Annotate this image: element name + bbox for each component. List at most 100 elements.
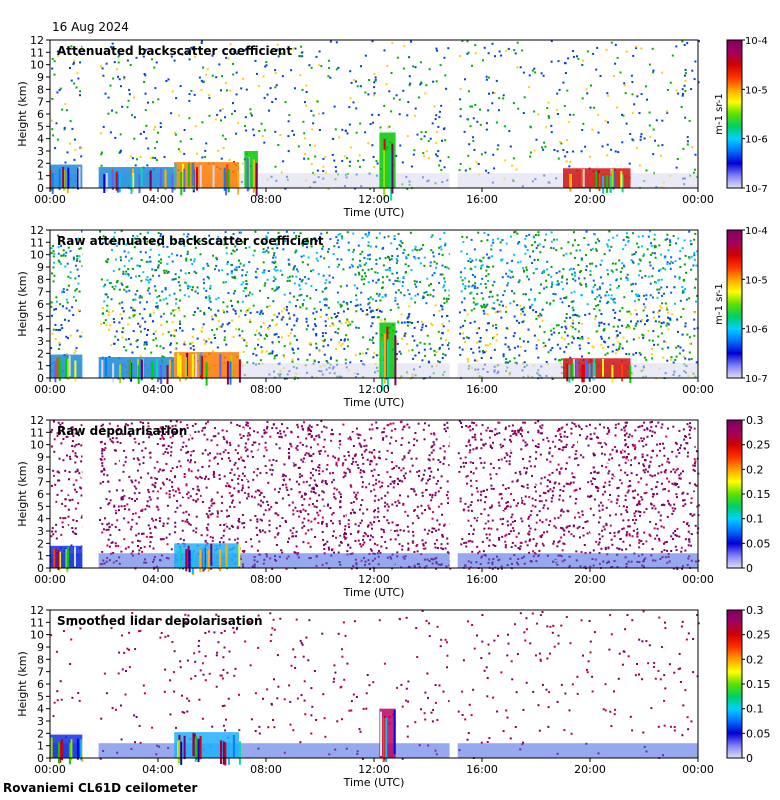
noise-pixel xyxy=(421,320,423,323)
noise-pixel xyxy=(240,231,243,234)
noise-pixel xyxy=(542,270,545,273)
noise-pixel xyxy=(315,289,318,291)
noise-pixel xyxy=(147,231,149,234)
noise-pixel xyxy=(600,296,602,299)
noise-pixel xyxy=(73,445,76,448)
noise-pixel xyxy=(203,237,206,240)
noise-pixel xyxy=(380,485,383,488)
x-tick-label: 00:00 xyxy=(682,193,714,206)
noise-pixel xyxy=(110,46,113,49)
noise-pixel xyxy=(632,338,635,341)
noise-pixel xyxy=(169,343,172,346)
noise-pixel xyxy=(485,286,488,289)
noise-pixel xyxy=(290,430,293,433)
noise-pixel xyxy=(137,545,139,547)
noise-pixel xyxy=(282,354,285,357)
noise-pixel xyxy=(382,431,385,434)
noise-pixel xyxy=(116,281,118,284)
noise-pixel xyxy=(678,535,681,538)
noise-pixel xyxy=(127,274,130,277)
noise-pixel xyxy=(110,344,113,347)
noise-pixel xyxy=(446,266,448,269)
noise-pixel xyxy=(55,122,58,125)
noise-pixel xyxy=(566,278,568,281)
noise-pixel xyxy=(262,250,265,253)
noise-pixel xyxy=(147,287,150,290)
noise-pixel xyxy=(319,308,322,311)
noise-pixel xyxy=(619,425,622,428)
noise-pixel xyxy=(459,497,462,500)
noise-pixel xyxy=(355,80,357,83)
noise-pixel xyxy=(236,52,238,55)
noise-pixel xyxy=(290,488,293,491)
noise-pixel xyxy=(371,322,374,325)
noise-pixel xyxy=(593,106,596,109)
noise-pixel xyxy=(492,469,495,472)
noise-pixel xyxy=(71,127,74,130)
noise-pixel xyxy=(647,330,650,332)
layer-stripe xyxy=(191,354,194,378)
noise-pixel xyxy=(588,155,591,158)
noise-pixel xyxy=(162,538,165,541)
noise-pixel xyxy=(201,156,204,159)
noise-pixel xyxy=(332,324,335,327)
y-tick-label: 0 xyxy=(37,182,44,195)
noise-pixel xyxy=(280,318,283,321)
noise-pixel xyxy=(309,545,312,548)
noise-pixel xyxy=(435,114,438,117)
noise-pixel xyxy=(63,253,65,256)
noise-pixel xyxy=(174,131,176,134)
noise-pixel xyxy=(53,252,56,255)
noise-pixel xyxy=(249,311,252,314)
noise-pixel xyxy=(100,486,103,489)
noise-pixel xyxy=(648,339,651,342)
noise-pixel xyxy=(265,333,267,336)
noise-pixel xyxy=(204,540,207,543)
noise-pixel xyxy=(75,520,78,522)
noise-pixel xyxy=(598,240,601,243)
noise-pixel xyxy=(424,354,427,357)
noise-pixel xyxy=(128,497,131,500)
noise-pixel xyxy=(228,322,231,324)
noise-pixel xyxy=(304,242,307,244)
noise-pixel xyxy=(461,279,464,282)
noise-pixel xyxy=(371,298,374,301)
noise-pixel xyxy=(607,294,610,297)
layer-stripe xyxy=(78,166,81,188)
noise-pixel xyxy=(170,55,173,58)
noise-pixel xyxy=(303,240,305,243)
noise-pixel xyxy=(340,304,343,307)
noise-pixel xyxy=(441,357,444,359)
noise-pixel xyxy=(130,155,132,158)
noise-pixel xyxy=(281,551,284,554)
noise-pixel xyxy=(510,451,513,454)
noise-pixel xyxy=(508,460,511,463)
noise-pixel xyxy=(287,334,290,337)
noise-pixel xyxy=(235,71,238,74)
noise-pixel xyxy=(459,115,462,118)
noise-pixel xyxy=(528,298,531,301)
noise-pixel xyxy=(347,249,350,252)
noise-pixel xyxy=(577,57,580,60)
noise-pixel xyxy=(294,265,296,268)
noise-pixel xyxy=(245,344,248,347)
noise-pixel xyxy=(69,142,71,145)
noise-pixel xyxy=(231,501,233,504)
noise-pixel xyxy=(407,264,410,267)
noise-pixel xyxy=(104,293,107,296)
noise-pixel xyxy=(101,550,104,553)
noise-pixel xyxy=(208,337,211,340)
layer-stripe xyxy=(201,355,204,380)
noise-pixel xyxy=(186,493,188,496)
noise-pixel xyxy=(183,340,186,343)
noise-pixel xyxy=(396,303,399,306)
noise-pixel xyxy=(612,444,615,447)
noise-pixel xyxy=(327,454,329,457)
noise-pixel xyxy=(372,356,375,359)
noise-pixel xyxy=(120,259,122,262)
noise-pixel xyxy=(427,140,430,143)
noise-pixel xyxy=(598,483,601,486)
noise-pixel xyxy=(684,74,686,77)
noise-pixel xyxy=(191,424,194,427)
